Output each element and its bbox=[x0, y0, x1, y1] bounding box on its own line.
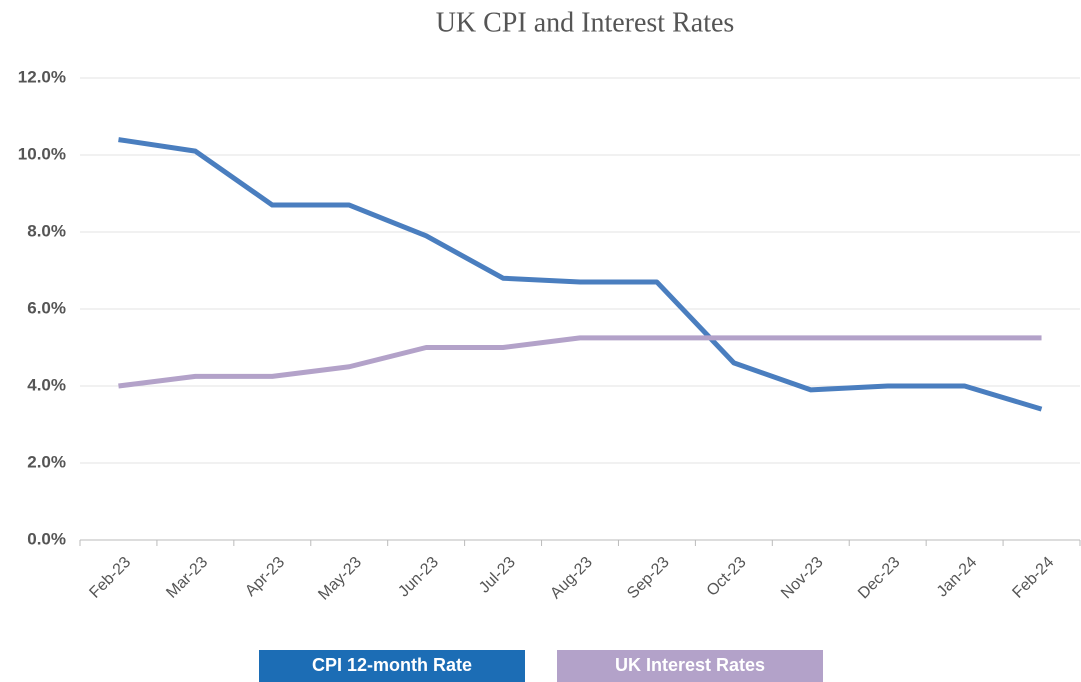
legend-label: CPI 12-month Rate bbox=[312, 655, 472, 675]
x-tick-label: Aug-23 bbox=[547, 554, 596, 603]
legend-label: UK Interest Rates bbox=[615, 655, 765, 675]
x-tick-label: Jan-24 bbox=[934, 554, 981, 601]
legend-swatch bbox=[259, 650, 525, 682]
y-tick-label: 6.0% bbox=[27, 298, 66, 317]
y-tick-label: 0.0% bbox=[27, 529, 66, 548]
y-tick-label: 4.0% bbox=[27, 375, 66, 394]
y-tick-label: 10.0% bbox=[18, 144, 66, 163]
y-tick-label: 12.0% bbox=[18, 67, 66, 86]
legend-swatch bbox=[557, 650, 823, 682]
x-tick-label: Feb-23 bbox=[86, 554, 134, 602]
x-tick-label: Feb-24 bbox=[1009, 554, 1057, 602]
x-tick-label: Mar-23 bbox=[163, 554, 211, 602]
x-tick-label: Nov-23 bbox=[778, 554, 827, 603]
x-tick-label: Oct-23 bbox=[704, 554, 750, 600]
y-tick-label: 2.0% bbox=[27, 452, 66, 471]
x-tick-label: Jun-23 bbox=[395, 554, 442, 601]
series-line bbox=[118, 335, 1042, 389]
x-tick-label: May-23 bbox=[315, 554, 365, 604]
x-tick-label: Jul-23 bbox=[476, 554, 519, 597]
chart-title: UK CPI and Interest Rates bbox=[436, 7, 735, 38]
x-tick-label: Dec-23 bbox=[855, 554, 904, 603]
y-tick-label: 8.0% bbox=[27, 221, 66, 240]
x-tick-label: Sep-23 bbox=[624, 554, 673, 603]
series-line bbox=[118, 137, 1043, 412]
x-tick-label: Apr-23 bbox=[242, 554, 288, 600]
